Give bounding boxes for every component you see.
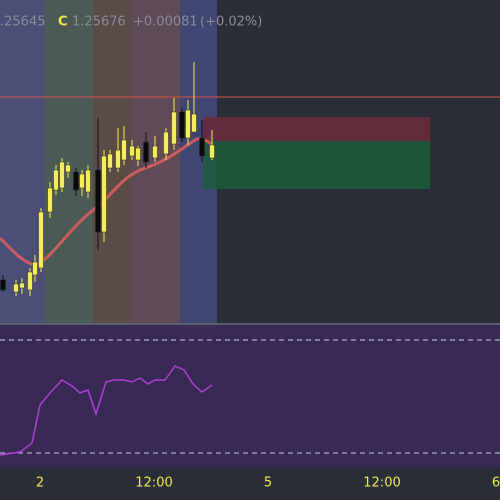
close-value: 1.25676 [72, 15, 126, 30]
candle-body [185, 109, 191, 139]
pane-divider [0, 323, 500, 325]
candle-body [143, 141, 149, 163]
candle-body [79, 173, 85, 189]
candle-body [179, 111, 185, 139]
candle-body [107, 153, 113, 169]
stop-loss-zone [203, 117, 430, 141]
open-value: .25645 [0, 15, 46, 30]
candle-body [19, 282, 25, 289]
candle-body [135, 147, 141, 161]
candle-body [0, 279, 6, 291]
time-axis [0, 468, 500, 500]
candle-body [59, 161, 65, 189]
session-band [0, 0, 45, 323]
candle-body [13, 283, 19, 293]
time-label: 2 [36, 476, 44, 491]
change-value: +0.00081 [133, 15, 198, 30]
candle-body [85, 169, 91, 193]
candle-body [53, 169, 59, 191]
candle-body [27, 271, 33, 291]
change-percent: (+0.02%) [200, 15, 262, 30]
candle-body [191, 113, 197, 133]
candle-body [152, 145, 158, 159]
candle-body [73, 171, 79, 191]
candle-body [163, 131, 169, 155]
candle-body [199, 137, 205, 157]
take-profit-zone [203, 141, 430, 189]
candle-body [32, 261, 38, 276]
time-label: 6 [492, 476, 500, 491]
candle-body [38, 211, 44, 269]
candle-body [101, 155, 107, 233]
time-label: 5 [264, 476, 272, 491]
candle-body [121, 139, 127, 161]
candle-body [65, 164, 71, 173]
oscillator-line [0, 365, 213, 456]
time-label: 12:00 [135, 476, 172, 491]
candle-body [47, 187, 53, 213]
oscillator-pane [0, 325, 500, 468]
candle-body [115, 149, 121, 169]
candle-body [95, 169, 101, 233]
close-label: C [58, 15, 68, 30]
candle-body [129, 145, 135, 157]
time-label: 12:00 [363, 476, 400, 491]
candle-body [171, 111, 177, 145]
candles [0, 62, 215, 296]
session-band [45, 0, 93, 323]
candle-body [209, 144, 215, 159]
